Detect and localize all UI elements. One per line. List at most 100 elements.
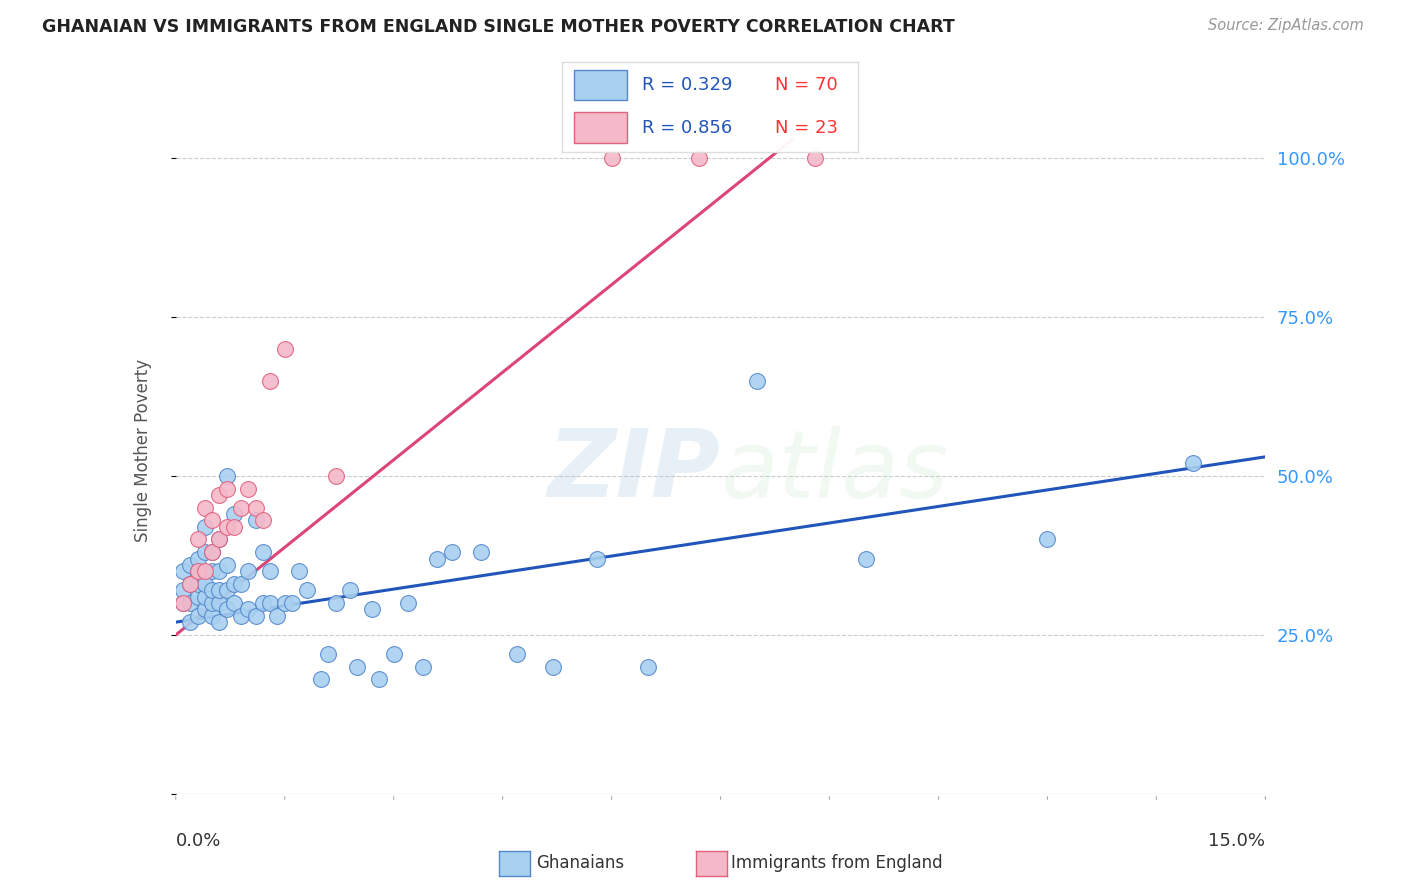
Point <box>1036 533 1059 547</box>
Point <box>259 564 281 578</box>
Point <box>245 500 267 515</box>
Text: Ghanaians: Ghanaians <box>536 855 624 872</box>
Point <box>194 545 217 559</box>
Text: GHANAIAN VS IMMIGRANTS FROM ENGLAND SINGLE MOTHER POVERTY CORRELATION CHART: GHANAIAN VS IMMIGRANTS FROM ENGLAND SING… <box>42 18 955 36</box>
Point <box>222 596 245 610</box>
Point <box>179 596 201 610</box>
Point <box>295 583 318 598</box>
Point <box>238 564 260 578</box>
Point <box>325 596 347 610</box>
Point <box>186 608 209 623</box>
Point <box>215 558 238 572</box>
Text: Immigrants from England: Immigrants from England <box>731 855 943 872</box>
Point <box>368 673 391 687</box>
Point <box>208 564 231 578</box>
Point <box>179 558 201 572</box>
Point <box>201 513 224 527</box>
Point <box>245 513 267 527</box>
Point <box>186 590 209 604</box>
Point <box>222 577 245 591</box>
Point <box>172 596 194 610</box>
Point <box>172 564 194 578</box>
Point <box>266 608 288 623</box>
Point <box>186 551 209 566</box>
Point <box>208 596 231 610</box>
Point <box>208 615 231 630</box>
Point <box>382 647 405 661</box>
Point <box>745 374 768 388</box>
Point <box>600 151 623 165</box>
Point <box>688 151 710 165</box>
Point <box>215 469 238 483</box>
Point <box>309 673 332 687</box>
Point <box>208 533 231 547</box>
Point <box>318 647 340 661</box>
Text: 15.0%: 15.0% <box>1208 831 1265 850</box>
Point <box>804 151 827 165</box>
Point <box>274 342 297 356</box>
Point <box>339 583 361 598</box>
Point <box>215 602 238 616</box>
Point <box>179 577 201 591</box>
Point <box>215 482 238 496</box>
Point <box>855 551 877 566</box>
Point <box>238 602 260 616</box>
Point <box>637 659 659 673</box>
Point <box>201 564 224 578</box>
Point <box>274 596 297 610</box>
Point <box>179 615 201 630</box>
Point <box>186 564 209 578</box>
Point <box>186 577 209 591</box>
Text: N = 23: N = 23 <box>775 119 838 136</box>
Point <box>259 374 281 388</box>
Text: ZIP: ZIP <box>548 425 721 517</box>
Point <box>186 564 209 578</box>
Point <box>426 551 449 566</box>
Point <box>231 608 253 623</box>
Point <box>1181 456 1204 470</box>
Point <box>506 647 529 661</box>
Text: N = 70: N = 70 <box>775 76 838 94</box>
Point <box>194 520 217 534</box>
Point <box>208 583 231 598</box>
Text: 0.0%: 0.0% <box>176 831 221 850</box>
Point <box>252 545 274 559</box>
Point <box>179 577 201 591</box>
Point <box>252 513 274 527</box>
Point <box>201 545 224 559</box>
Y-axis label: Single Mother Poverty: Single Mother Poverty <box>134 359 152 542</box>
Point <box>172 583 194 598</box>
Point <box>440 545 463 559</box>
Point <box>201 545 224 559</box>
Point <box>222 520 245 534</box>
Point <box>396 596 419 610</box>
Point <box>259 596 281 610</box>
Point <box>208 533 231 547</box>
Point <box>231 577 253 591</box>
Point <box>281 596 304 610</box>
Bar <box>574 112 627 143</box>
Point <box>238 482 260 496</box>
Point <box>215 520 238 534</box>
Point <box>194 564 217 578</box>
Point <box>208 488 231 502</box>
Point <box>346 659 368 673</box>
Text: atlas: atlas <box>721 425 949 516</box>
Point <box>586 551 609 566</box>
Bar <box>574 70 627 100</box>
Point <box>194 500 217 515</box>
Point <box>360 602 382 616</box>
Point <box>186 533 209 547</box>
Text: Source: ZipAtlas.com: Source: ZipAtlas.com <box>1208 18 1364 33</box>
Text: R = 0.329: R = 0.329 <box>643 76 733 94</box>
Point <box>470 545 492 559</box>
Point <box>412 659 434 673</box>
Point <box>215 583 238 598</box>
Point <box>288 564 311 578</box>
Point <box>194 577 217 591</box>
Point <box>231 500 253 515</box>
Point <box>194 602 217 616</box>
Text: R = 0.856: R = 0.856 <box>643 119 733 136</box>
Point <box>194 590 217 604</box>
Point <box>543 659 565 673</box>
